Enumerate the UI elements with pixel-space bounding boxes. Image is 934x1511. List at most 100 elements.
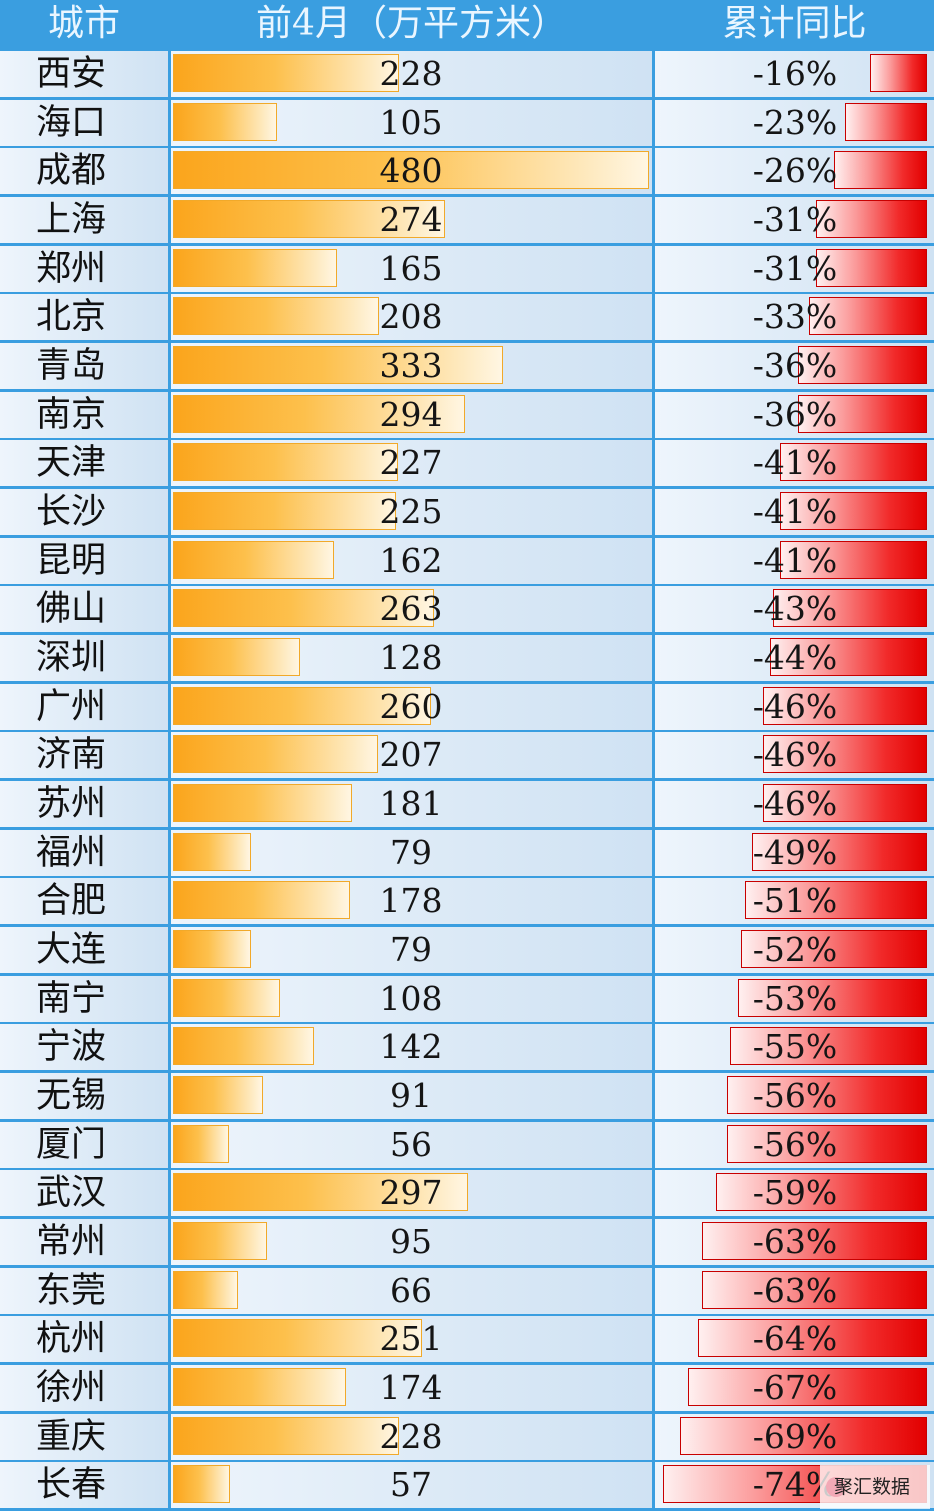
- yoy-cell: -26%: [655, 148, 934, 195]
- area-bar: [173, 346, 503, 385]
- area-cell: 294: [171, 391, 652, 438]
- city-cell: 宁波: [0, 1024, 168, 1071]
- area-cell: 57: [171, 1462, 652, 1509]
- area-cell: 91: [171, 1073, 652, 1120]
- table-row: 长春 57 -74%: [0, 1462, 934, 1509]
- city-cell: 海口: [0, 99, 168, 146]
- area-bar: [173, 832, 251, 871]
- yoy-cell: -63%: [655, 1267, 934, 1314]
- yoy-cell: -16%: [655, 51, 934, 97]
- yoy-bar: [780, 540, 927, 579]
- city-label: 青岛: [36, 346, 107, 387]
- area-cell: 66: [171, 1267, 652, 1314]
- city-cell: 长沙: [0, 489, 168, 536]
- yoy-bar: [738, 978, 927, 1017]
- table-row: 郑州 165 -31%: [0, 245, 934, 292]
- city-cell: 厦门: [0, 1121, 168, 1168]
- area-cell: 56: [171, 1121, 652, 1168]
- city-label: 南宁: [36, 978, 107, 1019]
- city-label: 大连: [36, 930, 107, 971]
- area-cell: 142: [171, 1024, 652, 1071]
- table-row: 宁波 142 -55%: [0, 1024, 934, 1071]
- city-label: 海口: [36, 102, 107, 143]
- area-cell: 105: [171, 99, 652, 146]
- yoy-value: -64%: [752, 1319, 838, 1359]
- table-row: 苏州 181 -46%: [0, 781, 934, 828]
- city-cell: 武汉: [0, 1170, 168, 1217]
- yoy-cell: -23%: [655, 99, 934, 146]
- city-label: 济南: [36, 735, 107, 776]
- area-bar: [173, 589, 434, 628]
- yoy-cell: -33%: [655, 294, 934, 341]
- city-cell: 无锡: [0, 1073, 168, 1120]
- yoy-bar: [752, 832, 927, 871]
- yoy-value: -31%: [752, 200, 838, 239]
- area-bar: [173, 881, 350, 920]
- area-value: 142: [379, 1027, 443, 1067]
- area-cell: 108: [171, 975, 652, 1022]
- area-value: 57: [390, 1465, 432, 1505]
- area-bar: [173, 1270, 238, 1309]
- yoy-value: -46%: [752, 686, 838, 726]
- city-cell: 北京: [0, 294, 168, 341]
- area-bar: [173, 540, 334, 579]
- yoy-cell: -31%: [655, 197, 934, 243]
- city-cell: 杭州: [0, 1316, 168, 1363]
- area-bar: [173, 930, 251, 969]
- city-cell: 上海: [0, 197, 168, 243]
- yoy-value: -51%: [752, 881, 838, 921]
- yoy-cell: -31%: [655, 245, 934, 292]
- city-cell: 青岛: [0, 343, 168, 390]
- area-bar: [173, 1027, 314, 1066]
- city-label: 宁波: [36, 1027, 107, 1068]
- area-value: 207: [379, 735, 443, 775]
- yoy-cell: -55%: [655, 1024, 934, 1071]
- area-value: 56: [390, 1124, 432, 1164]
- header-yoy: 累计同比: [655, 0, 934, 48]
- yoy-bar: [716, 1173, 927, 1212]
- area-value: 128: [379, 638, 443, 678]
- yoy-value: -46%: [752, 784, 838, 824]
- table-row: 杭州 251 -64%: [0, 1316, 934, 1363]
- city-label: 无锡: [36, 1076, 107, 1117]
- area-bar: [173, 638, 300, 677]
- yoy-cell: -69%: [655, 1413, 934, 1460]
- yoy-bar: [702, 1270, 927, 1309]
- city-cell: 成都: [0, 148, 168, 195]
- table-row: 合肥 178 -51%: [0, 878, 934, 925]
- city-cell: 合肥: [0, 878, 168, 925]
- area-value: 79: [390, 832, 432, 872]
- city-cell: 广州: [0, 683, 168, 730]
- table-row: 广州 260 -46%: [0, 683, 934, 730]
- watermark-text: 聚汇数据: [834, 1476, 911, 1498]
- yoy-cell: -46%: [655, 683, 934, 730]
- yoy-value: -46%: [752, 735, 838, 775]
- area-value: 174: [379, 1368, 443, 1408]
- area-cell: 260: [171, 683, 652, 730]
- header-area: 前4月（万平方米）: [171, 0, 652, 48]
- area-cell: 251: [171, 1316, 652, 1363]
- yoy-value: -55%: [752, 1027, 838, 1067]
- table-row: 福州 79 -49%: [0, 829, 934, 876]
- area-bar: [173, 102, 277, 141]
- yoy-value: -26%: [752, 151, 838, 191]
- yoy-bar: [698, 1319, 927, 1358]
- yoy-cell: -36%: [655, 343, 934, 390]
- area-bar: [173, 1076, 263, 1115]
- yoy-cell: -44%: [655, 635, 934, 682]
- table-row: 昆明 162 -41%: [0, 537, 934, 584]
- table-row: 无锡 91 -56%: [0, 1073, 934, 1120]
- yoy-bar: [816, 200, 927, 238]
- area-bar: [173, 443, 398, 482]
- area-bar: [173, 978, 280, 1017]
- yoy-bar: [688, 1368, 927, 1407]
- area-cell: 162: [171, 537, 652, 584]
- area-cell: 128: [171, 635, 652, 682]
- yoy-bar: [763, 686, 927, 725]
- yoy-bar: [730, 1027, 927, 1066]
- area-value: 297: [379, 1173, 443, 1213]
- city-cell: 天津: [0, 440, 168, 487]
- header-city: 城市: [0, 0, 168, 48]
- yoy-value: -41%: [752, 443, 838, 483]
